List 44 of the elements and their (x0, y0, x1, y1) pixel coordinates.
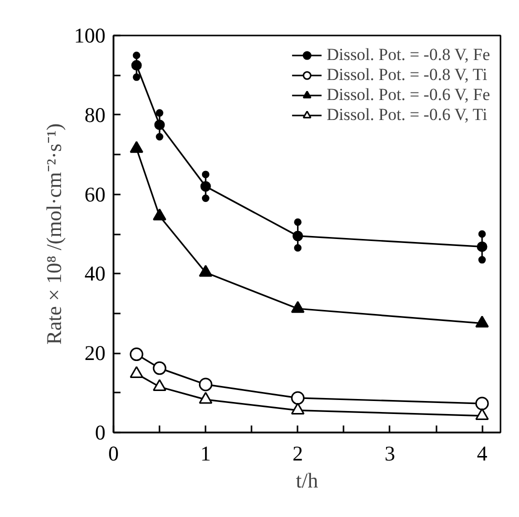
point (202, 170, 210, 178)
y-tick-label: 0 (95, 420, 106, 444)
x-tick-label: 2 (292, 442, 304, 466)
point (132, 52, 140, 60)
point (291, 300, 305, 313)
x-tick-label: 3 (384, 442, 396, 466)
point (294, 244, 302, 252)
point (475, 408, 489, 420)
point (478, 256, 486, 264)
x-axis-title: t/h (296, 468, 319, 492)
legend-label: Dissol. Pot. = -0.6 V, Fe (326, 85, 490, 105)
point (154, 120, 165, 130)
point (294, 218, 302, 226)
point (152, 361, 166, 375)
point (478, 230, 486, 238)
point (130, 366, 144, 378)
x-tick-label: 4 (476, 442, 488, 466)
point (200, 181, 211, 192)
point (476, 241, 488, 252)
legend-label: Dissol. Pot. = -0.8 V, Fe (326, 45, 490, 65)
y-tick-label: 80 (84, 102, 106, 127)
y-tick-label: 40 (84, 262, 106, 286)
point (131, 60, 142, 71)
point (292, 230, 304, 242)
x-tick-label: 1 (200, 442, 211, 466)
point (130, 348, 144, 362)
point (291, 391, 305, 405)
y-axis-title: Rate × 10⁸ /(mol·cm⁻²·s⁻¹) (42, 123, 66, 345)
point (156, 109, 164, 117)
point (291, 402, 305, 414)
point (475, 396, 489, 410)
point (132, 73, 140, 81)
point (202, 194, 210, 202)
point (198, 378, 212, 392)
point (156, 132, 164, 140)
point (198, 392, 212, 404)
legend-label: Dissol. Pot. = -0.6 V, Ti (326, 105, 488, 125)
y-tick-label: 100 (74, 24, 106, 48)
point (152, 379, 166, 392)
point (198, 264, 212, 277)
y-tick-label: 20 (84, 341, 106, 366)
legend-label: Dissol. Pot. = -0.8 V, Ti (326, 65, 488, 85)
point (475, 316, 489, 328)
y-tick-label: 60 (84, 182, 106, 206)
